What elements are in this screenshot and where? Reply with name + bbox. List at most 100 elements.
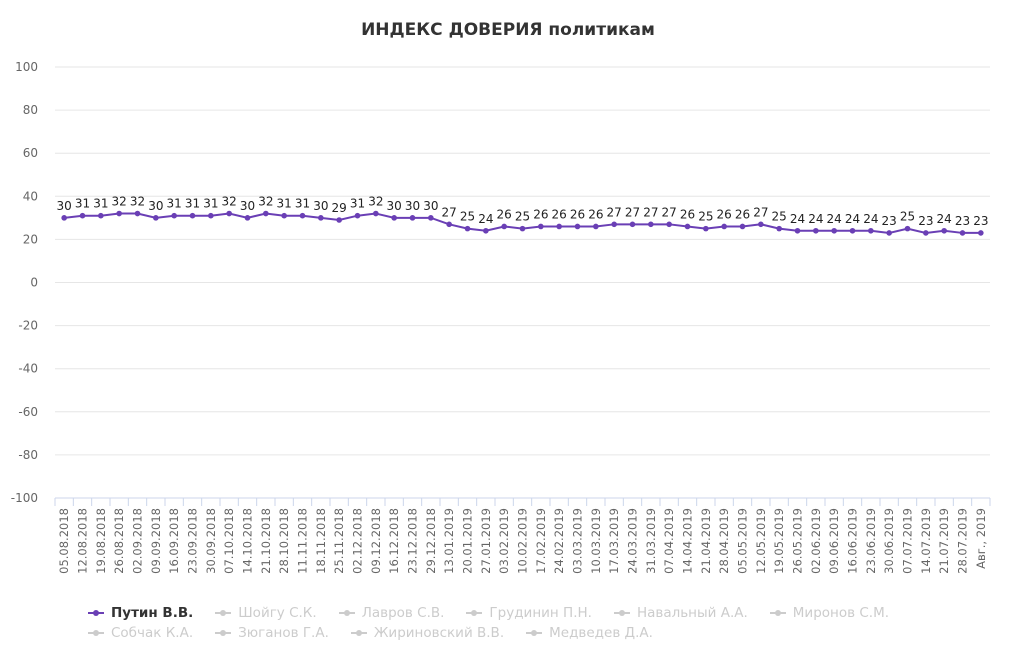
data-label: 26	[497, 207, 512, 221]
data-point	[739, 223, 746, 230]
data-point	[428, 215, 434, 221]
data-label: 24	[478, 212, 493, 226]
data-label: 31	[75, 197, 90, 211]
data-point	[171, 212, 177, 219]
data-point	[464, 225, 471, 232]
data-label: 25	[772, 210, 787, 224]
data-point	[721, 223, 727, 230]
legend-label: Медведев Д.А.	[549, 625, 653, 641]
data-point	[336, 217, 342, 223]
legend-line-marker-icon	[613, 608, 630, 618]
data-label: 29	[332, 201, 347, 215]
data-label: 26	[533, 207, 548, 221]
legend-line-marker-icon	[769, 608, 786, 618]
x-tick-label: 16.06.2019	[846, 508, 860, 574]
y-tick-label: 80	[23, 103, 38, 117]
data-point	[648, 221, 654, 228]
data-label: 30	[387, 199, 402, 213]
data-point	[813, 227, 819, 234]
data-point	[904, 225, 911, 232]
y-axis: 100 80 60 40 20 0 -20 -40 -60 -80 -100	[11, 60, 38, 505]
data-point	[794, 227, 801, 234]
legend-label: Лавров С.В.	[361, 605, 445, 621]
data-point	[483, 227, 489, 234]
x-tick-label: 02.06.2019	[809, 508, 823, 574]
data-point	[978, 230, 984, 236]
data-point	[263, 210, 269, 217]
legend-label: Шойгу С.К.	[238, 605, 317, 621]
x-tick-label: 03.02.2019	[497, 508, 511, 574]
x-tick-label: 23.06.2019	[864, 508, 878, 574]
x-tick-label: 05.08.2018	[57, 508, 71, 574]
chart-title: ИНДЕКС ДОВЕРИЯ политикам	[361, 20, 655, 40]
x-tick-label: 21.04.2019	[699, 508, 713, 574]
legend-item[interactable]: Миронов С.М.	[769, 605, 889, 621]
x-tick-label: Авг., 2019	[974, 508, 988, 569]
data-point	[318, 215, 324, 221]
legend-item[interactable]: Грудинин П.Н.	[466, 605, 592, 621]
x-tick-label: 20.01.2019	[461, 508, 475, 574]
data-point	[98, 212, 104, 219]
data-label: 24	[863, 212, 878, 226]
data-point	[868, 227, 874, 234]
legend-item[interactable]: Собчак К.А.	[88, 625, 193, 641]
x-tick-label: 19.08.2018	[94, 508, 108, 574]
y-tick-label: 60	[23, 146, 38, 160]
data-label: 30	[57, 199, 72, 213]
x-tick-label: 11.11.2018	[296, 508, 310, 574]
legend-item[interactable]: Шойгу С.К.	[215, 605, 317, 621]
data-point	[941, 227, 947, 234]
legend: Путин В.В. Шойгу С.К. Лавров С.В. Грудин…	[88, 603, 948, 643]
legend-line-marker-icon	[215, 608, 232, 618]
data-label: 25	[900, 210, 915, 224]
data-label: 26	[570, 207, 585, 221]
data-label: 24	[827, 212, 842, 226]
x-tick-label: 13.01.2019	[442, 508, 456, 574]
x-tick-label: 19.05.2019	[772, 508, 786, 574]
y-tick-label: -60	[18, 405, 38, 419]
data-label: 26	[717, 207, 732, 221]
data-label: 30	[240, 199, 255, 213]
legend-item[interactable]: Путин В.В.	[88, 605, 193, 621]
data-label: 27	[662, 205, 677, 219]
legend-item[interactable]: Лавров С.В.	[338, 605, 445, 621]
x-tick-label: 17.02.2019	[534, 508, 548, 574]
data-point	[776, 225, 782, 232]
legend-item[interactable]: Зюганов Г.А.	[215, 625, 329, 641]
legend-label: Собчак К.А.	[111, 625, 194, 641]
legend-item[interactable]: Жириновский В.В.	[350, 625, 504, 641]
legend-line-marker-icon	[338, 608, 355, 618]
data-label: 31	[350, 197, 365, 211]
data-point	[666, 221, 672, 228]
x-tick-label: 24.02.2019	[552, 508, 566, 574]
data-point	[299, 212, 306, 219]
x-tick-label: 23.09.2018	[186, 508, 200, 574]
legend-line-marker-icon	[466, 608, 483, 618]
legend-label: Путин В.В.	[111, 605, 194, 621]
legend-line-marker-icon	[215, 628, 232, 638]
data-label: 25	[698, 210, 713, 224]
x-tick-label: 14.04.2019	[681, 508, 695, 574]
data-point	[61, 215, 67, 221]
data-point	[574, 223, 581, 230]
x-tick-label: 21.10.2018	[259, 508, 273, 574]
legend-label: Грудинин П.Н.	[489, 605, 592, 621]
legend-item[interactable]: Медведев Д.А.	[526, 625, 653, 641]
x-tick-label: 28.10.2018	[277, 508, 291, 574]
data-label: 27	[643, 205, 658, 219]
x-tick-label: 29.12.2018	[424, 508, 438, 574]
data-label: 25	[460, 210, 475, 224]
data-label: 23	[882, 214, 897, 228]
x-tick-label: 31.03.2019	[644, 508, 658, 574]
y-tick-label: -40	[18, 362, 38, 376]
x-tick-label: 09.06.2019	[827, 508, 841, 574]
data-label: 30	[148, 199, 163, 213]
y-tick-label: 100	[15, 60, 38, 74]
x-tick-label: 02.12.2018	[351, 508, 365, 574]
data-point	[684, 223, 691, 230]
legend-item[interactable]: Навальный А.А.	[613, 605, 748, 621]
x-tick-label: 26.05.2019	[791, 508, 805, 574]
data-labels: 30 31 31 32 32 30 31 31 31 32 30 32 31 31 30 29 31 32 30 30…	[57, 195, 989, 228]
x-tick-label: 12.08.2018	[76, 508, 90, 574]
x-tick-label: 28.04.2019	[717, 508, 731, 574]
